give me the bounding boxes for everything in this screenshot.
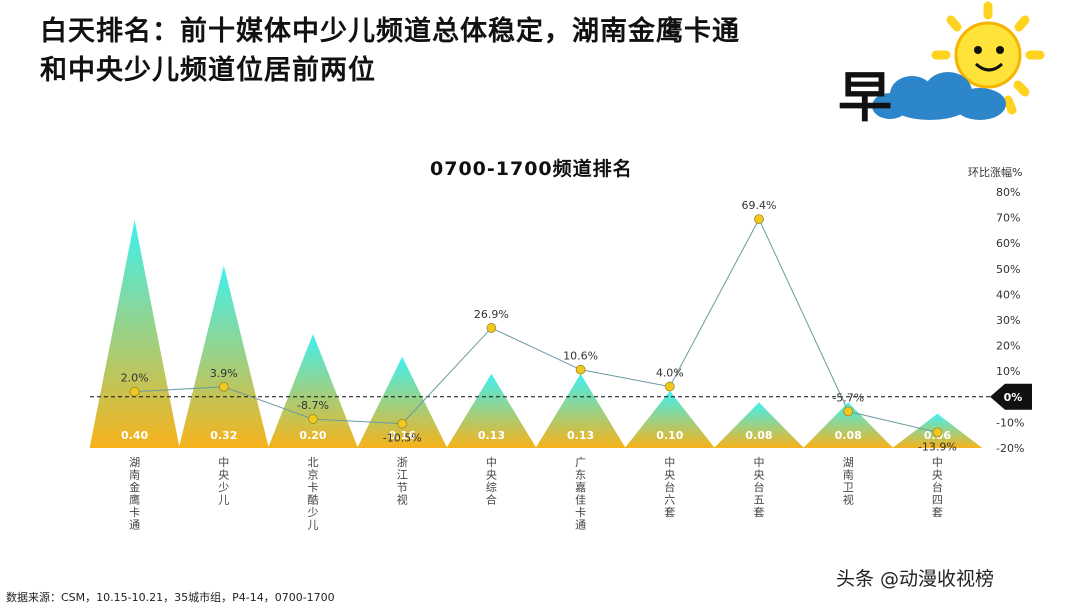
y2-tick-label: 30% [996,314,1020,327]
line-point-label: 2.0% [121,372,149,385]
sun-icon [931,1,1045,115]
y2-tick-label: -10% [996,416,1024,429]
category-label: 广东嘉佳卡通 [575,456,586,532]
line-point [218,381,229,392]
category-label: 北京卡酷少儿 [308,456,319,532]
page-title-line-1: 白天排名：前十媒体中少儿频道总体稳定，湖南金鹰卡通 [40,16,740,47]
page-title: 白天排名：前十媒体中少儿频道总体稳定，湖南金鹰卡通 和中央少儿频道位居前两位 [40,12,840,90]
y2-tick-label: -20% [996,442,1024,455]
page-title-line-2: 和中央少儿频道位居前两位 [40,55,376,86]
source-note: 数据来源：CSM，10.15-10.21，35城市组，P4-14，0700-17… [6,591,335,604]
bar-triangle [535,373,626,448]
bar-triangle [268,334,358,448]
line-point [932,427,943,438]
line-point-label: -8.7% [297,399,329,412]
y2-tick-label: 10% [996,365,1020,378]
bar-value-label: 0.08 [835,429,862,442]
y2-axis-title: 环比涨幅% [968,166,1023,179]
bar-triangle [446,373,537,448]
bar-value-label: 0.10 [656,429,683,442]
y2-tick-label: 50% [996,263,1020,276]
bar-value-label: 0.20 [299,429,326,442]
line-point-label: 69.4% [742,199,777,212]
line-point-label: -10.5% [383,432,422,445]
category-label: 中央台六套 [664,456,675,519]
y2-tick-label: 20% [996,340,1020,353]
line-point [843,406,854,417]
line-point [575,364,586,375]
line-point [664,381,675,392]
line-point [486,323,497,333]
chart-title: 0700-1700频道排名 [430,158,633,180]
bar-value-label: 0.08 [745,429,772,442]
line-point-label: 26.9% [474,308,509,321]
bar-triangle [178,265,269,448]
category-label: 中央综合 [486,456,497,507]
bar-value-label: 0.32 [210,429,237,442]
zero-marker [990,383,1032,410]
category-label: 浙江节视 [397,456,408,507]
line-point-label: -5.7% [832,391,864,404]
cloud-icon [872,72,1006,120]
bar-value-label: 0.16 [389,429,416,442]
category-label: 中央少儿 [218,456,229,507]
line-series [134,218,938,433]
zero-marker-label: 0% [1004,391,1023,404]
line-point [129,386,140,397]
y2-tick-label: 70% [996,212,1020,225]
decoration: 早 [838,1,1045,129]
bar-value-label: 0.13 [567,429,594,442]
line-point-label: 10.6% [563,350,598,363]
y2-tick-label: 40% [996,288,1020,301]
bar-triangle [357,356,448,448]
bar-triangle [714,402,804,448]
category-label: 中央台四套 [932,456,943,519]
bar-value-label: 0.13 [478,429,505,442]
y2-tick-label: 60% [996,237,1020,250]
category-label: 中央台五套 [754,456,765,519]
line-point-label: 4.0% [656,367,684,380]
bar-triangle [89,220,180,448]
line-point-label: -13.9% [918,440,957,453]
line-point [308,414,318,424]
category-label: 湖南卫视 [843,456,854,507]
category-label: 湖南金鹰卡通 [129,456,140,532]
watermark: 头条 @动漫收视榜 [836,568,995,590]
bar-triangle [624,391,715,448]
line-point [754,214,764,225]
y2-tick-label: 80% [996,186,1020,199]
badge-char: 早 [838,66,892,129]
bar-value-label: 0.40 [121,429,148,442]
line-point-label: 3.9% [210,367,238,380]
bar-triangle [803,402,894,448]
line-point [397,418,408,429]
